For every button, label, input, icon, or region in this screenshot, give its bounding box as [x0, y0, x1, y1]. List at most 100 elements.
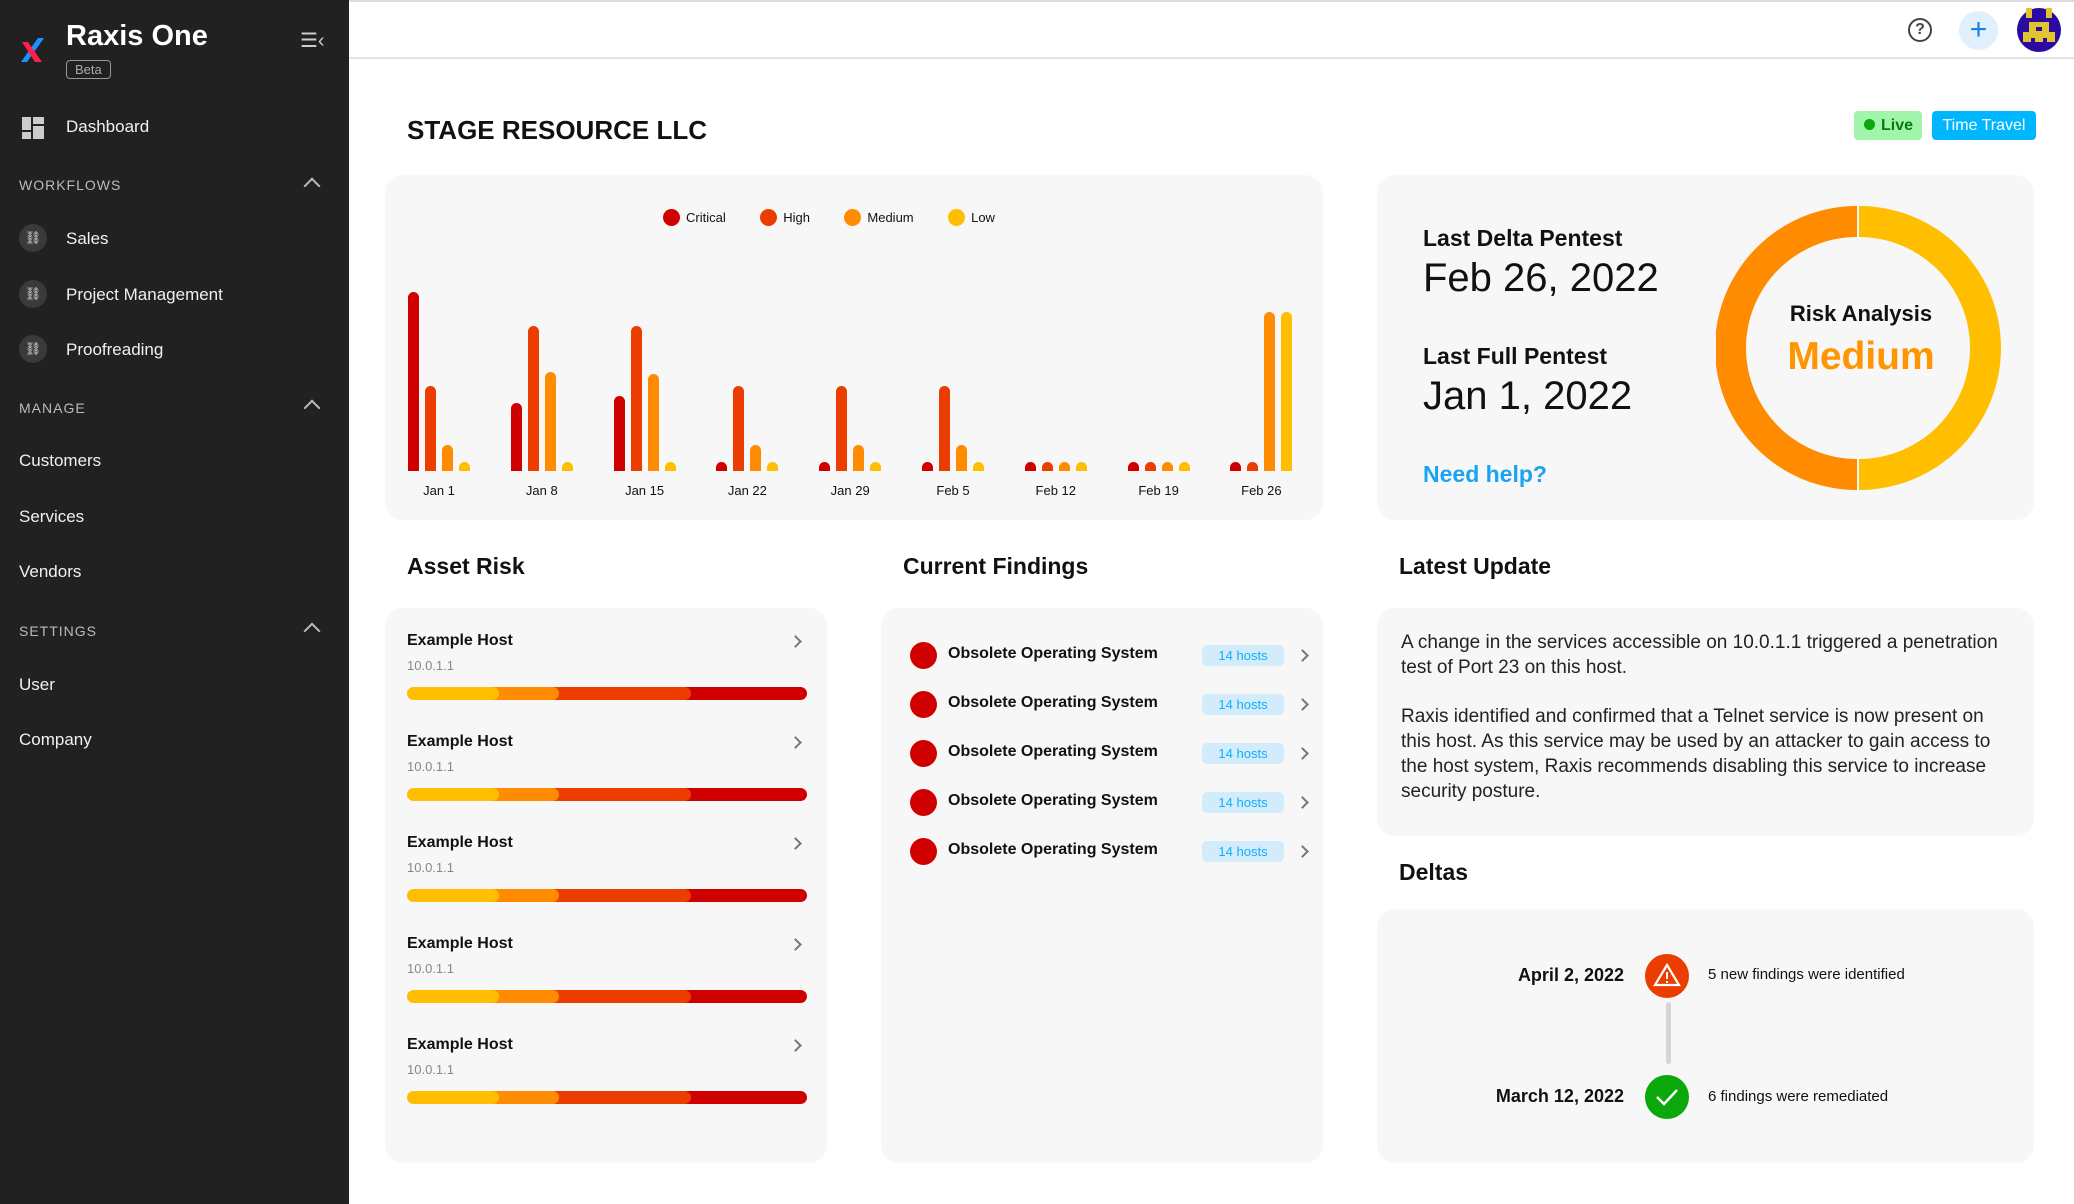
chart-legend: Critical High Medium Low [663, 209, 1025, 231]
sidebar-item-dashboard[interactable]: Dashboard [66, 117, 150, 136]
sidebar-item-vendors[interactable]: Vendors [19, 562, 82, 581]
dashboard-icon [22, 117, 44, 139]
bar-medium [1161, 462, 1173, 471]
chevron-right-icon[interactable] [789, 938, 802, 951]
finding-name: Obsolete Operating System [948, 645, 1158, 662]
bar-low [870, 462, 882, 471]
link-icon: ⛓ [19, 280, 47, 308]
chevron-right-icon[interactable] [1296, 747, 1309, 760]
live-toggle[interactable]: Live [1854, 111, 1922, 140]
chevron-up-icon[interactable] [303, 399, 321, 417]
delta-date: March 12, 2022 [1495, 1086, 1624, 1106]
bar-medium [750, 445, 762, 471]
x-tick-label: Feb 12 [1035, 483, 1077, 498]
findings-chart-card: Critical High Medium Low Jan 1 Jan 8 Jan 1… [385, 175, 1323, 520]
user-avatar[interactable] [2017, 8, 2061, 52]
finding-name: Obsolete Operating System [948, 841, 1158, 858]
sidebar-item-proofreading[interactable]: Proofreading [66, 340, 164, 359]
bar-critical [716, 462, 728, 471]
bar-low [459, 462, 470, 471]
asset-host-name[interactable]: Example Host [407, 1036, 513, 1053]
sidebar-item-customers[interactable]: Customers [19, 451, 102, 470]
bar-medium [956, 445, 967, 471]
legend-low: Low [948, 209, 995, 226]
chevron-up-icon[interactable] [303, 622, 321, 640]
risk-donut [1716, 206, 2001, 490]
current-findings-heading: Current Findings [903, 553, 1089, 579]
chevron-right-icon[interactable] [789, 837, 802, 850]
asset-risk-bar [407, 1091, 807, 1104]
asset-host-ip: 10.0.1.1 [407, 759, 454, 774]
sidebar-item-company[interactable]: Company [19, 730, 92, 749]
app-title: Raxis One [66, 20, 208, 52]
legend-high: High [760, 209, 810, 226]
hosts-badge: 14 hosts [1202, 743, 1284, 764]
risk-level: Medium [1787, 335, 1935, 378]
collapse-menu-icon[interactable]: ☰‹ [300, 30, 325, 52]
chevron-right-icon[interactable] [789, 736, 802, 749]
chevron-up-icon[interactable] [303, 177, 321, 195]
need-help-link[interactable]: Need help? [1423, 461, 1547, 487]
chevron-right-icon[interactable] [789, 1039, 802, 1052]
asset-risk-card: Example Host 10.0.1.1 Example Host 10.0.… [385, 608, 827, 1163]
last-delta-label: Last Delta Pentest [1423, 225, 1623, 251]
bar-low [664, 462, 676, 471]
bar-high [1144, 462, 1156, 471]
asset-host-name[interactable]: Example Host [407, 935, 513, 952]
asset-host-name[interactable]: Example Host [407, 632, 513, 649]
sidebar-item-sales[interactable]: Sales [66, 229, 109, 248]
time-travel-button[interactable]: Time Travel [1932, 111, 2036, 140]
donut-low-segment [1859, 206, 2001, 490]
add-button[interactable]: + [1959, 11, 1998, 50]
finding-row[interactable]: Obsolete Operating System 14 hosts [910, 738, 1320, 768]
bar-critical [408, 292, 419, 471]
chevron-right-icon[interactable] [789, 635, 802, 648]
sidebar-item-user[interactable]: User [19, 675, 55, 694]
latest-update-card: A change in the services accessible on 1… [1377, 608, 2034, 836]
beta-badge: Beta [66, 60, 111, 79]
asset-host-name[interactable]: Example Host [407, 834, 513, 851]
bar-critical [613, 395, 625, 471]
section-workflows: WORKFLOWS [19, 177, 122, 193]
section-settings: SETTINGS [19, 623, 98, 639]
chevron-right-icon[interactable] [1296, 796, 1309, 809]
critical-severity-icon [910, 691, 937, 718]
chevron-right-icon[interactable] [1296, 845, 1309, 858]
finding-row[interactable]: Obsolete Operating System 14 hosts [910, 836, 1320, 866]
bar-high [836, 385, 848, 471]
finding-row[interactable]: Obsolete Operating System 14 hosts [910, 640, 1320, 670]
pentest-card: Last Delta Pentest Feb 26, 2022 Last Ful… [1377, 175, 2034, 520]
bar-critical [1024, 462, 1036, 471]
bar-critical [510, 402, 522, 471]
deltas-card: April 2, 2022 5 new findings were identi… [1377, 909, 2034, 1163]
live-dot-icon [1864, 119, 1875, 130]
critical-severity-icon [910, 740, 937, 767]
finding-row[interactable]: Obsolete Operating System 14 hosts [910, 689, 1320, 719]
x-tick-label: Jan 22 [727, 483, 767, 498]
hosts-badge: 14 hosts [1202, 792, 1284, 813]
asset-host-ip: 10.0.1.1 [407, 860, 454, 875]
bar-low [1281, 312, 1293, 471]
page-title: STAGE RESOURCE LLC [407, 115, 707, 145]
last-full-date: Jan 1, 2022 [1423, 374, 1633, 418]
sidebar-item-services[interactable]: Services [19, 507, 85, 526]
bar-high [1041, 462, 1053, 471]
sidebar-item-project-management[interactable]: Project Management [66, 285, 223, 304]
x-tick-label: Feb 26 [1241, 483, 1282, 498]
chevron-right-icon[interactable] [1296, 698, 1309, 711]
help-icon[interactable]: ? [1908, 18, 1932, 42]
asset-risk-bar [407, 788, 807, 801]
finding-row[interactable]: Obsolete Operating System 14 hosts [910, 787, 1320, 817]
hosts-badge: 14 hosts [1202, 694, 1284, 715]
bar-low [1178, 462, 1190, 471]
chevron-right-icon[interactable] [1296, 649, 1309, 662]
bar-medium [1058, 462, 1070, 471]
bar-critical [922, 462, 933, 471]
bar-low [561, 462, 573, 471]
x-tick-label: Jan 15 [625, 483, 665, 498]
link-icon: ⛓ [19, 224, 47, 252]
asset-host-ip: 10.0.1.1 [407, 961, 454, 976]
update-paragraph: Raxis identified and confirmed that a Te… [1401, 706, 1991, 802]
asset-host-name[interactable]: Example Host [407, 733, 513, 750]
critical-severity-icon [910, 838, 937, 865]
